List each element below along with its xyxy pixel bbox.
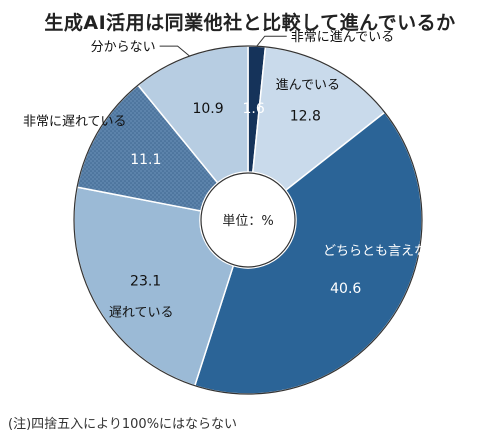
value-label-0: 1.6 — [242, 101, 264, 117]
value-label-4: 11.1 — [130, 152, 161, 168]
value-label-5: 10.9 — [192, 101, 223, 117]
category-label-2: どちらとも言えない — [323, 244, 440, 259]
chart-title: 生成AI活用は同業他社と比較して進んでいるか — [44, 12, 456, 34]
center-label: 単位：% — [222, 213, 273, 229]
chart-note: (注)四捨五入により100%にはならない — [8, 417, 238, 432]
category-label-1: 進んでいる — [276, 78, 340, 93]
donut-hole — [200, 172, 296, 268]
value-label-1: 12.8 — [290, 109, 321, 125]
value-label-3: 23.1 — [130, 274, 161, 290]
category-label-4: 非常に遅れている — [23, 115, 127, 130]
leader-line-0 — [256, 35, 287, 47]
category-label-3: 遅れている — [109, 306, 174, 321]
category-label-5: 分からない — [91, 40, 156, 55]
leader-line-5 — [159, 45, 190, 57]
pie-outline — [73, 45, 423, 395]
category-label-0: 非常に進んでいる — [291, 30, 394, 45]
value-label-2: 40.6 — [330, 281, 361, 297]
